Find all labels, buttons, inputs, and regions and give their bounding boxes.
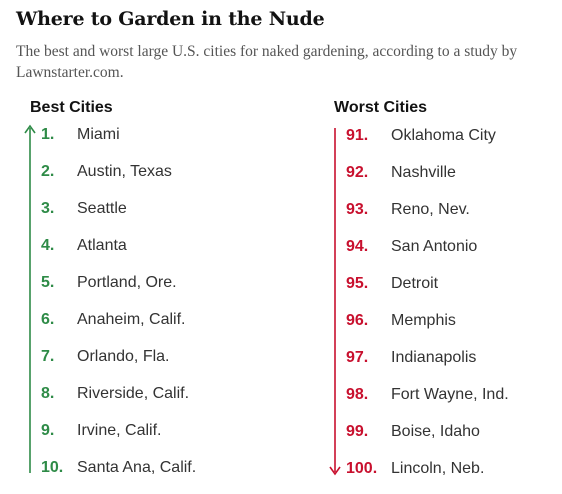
best-rank-number: 8. <box>41 385 55 402</box>
worst-rank-number: 96. <box>346 312 369 329</box>
best-city-name: Riverside, Calif. <box>77 385 190 402</box>
chart-title: Where to Garden in the Nude <box>16 8 325 30</box>
best-city-name: Portland, Ore. <box>77 274 177 291</box>
best-city-name: Anaheim, Calif. <box>77 311 186 328</box>
worst-city-name: San Antonio <box>391 238 478 255</box>
worst-city-name: Boise, Idaho <box>391 423 480 440</box>
best-rank-number: 9. <box>41 422 55 439</box>
best-rank-number: 2. <box>41 163 55 180</box>
best-rank-number: 7. <box>41 348 55 365</box>
worst-rank-number: 92. <box>346 164 369 181</box>
worst-rank-number: 93. <box>346 201 369 218</box>
best-rank-number: 10. <box>41 459 64 476</box>
worst-rank-number: 94. <box>346 238 369 255</box>
worst-rank-number: 99. <box>346 423 369 440</box>
best-rank-number: 5. <box>41 274 55 291</box>
worst-city-name: Detroit <box>391 275 439 292</box>
worst-city-name: Memphis <box>391 312 456 329</box>
worst-cities-heading: Worst Cities <box>334 99 428 116</box>
best-up-arrow-head <box>24 124 36 134</box>
best-city-name: Miami <box>77 126 120 143</box>
worst-rank-number: 91. <box>346 127 369 144</box>
best-city-name: Orlando, Fla. <box>77 348 170 365</box>
worst-city-name: Nashville <box>391 164 456 181</box>
best-rank-number: 3. <box>41 200 55 217</box>
best-rank-number: 6. <box>41 311 55 328</box>
worst-down-arrow-head <box>329 466 341 476</box>
best-city-name: Austin, Texas <box>77 163 172 180</box>
worst-rank-number: 98. <box>346 386 369 403</box>
best-city-name: Seattle <box>77 200 127 217</box>
worst-city-name: Lincoln, Neb. <box>391 460 485 477</box>
best-city-name: Atlanta <box>77 237 127 254</box>
worst-city-name: Reno, Nev. <box>391 201 470 218</box>
worst-city-name: Indianapolis <box>391 349 477 366</box>
worst-rank-number: 100. <box>346 460 378 477</box>
worst-city-name: Fort Wayne, Ind. <box>391 386 509 403</box>
best-city-name: Irvine, Calif. <box>77 422 162 439</box>
best-rank-number: 1. <box>41 126 55 143</box>
chart-subtitle: The best and worst large U.S. cities for… <box>16 43 518 81</box>
worst-rank-number: 97. <box>346 349 369 366</box>
worst-rank-number: 95. <box>346 275 369 292</box>
best-rank-number: 4. <box>41 237 55 254</box>
best-cities-heading: Best Cities <box>30 99 113 116</box>
best-city-name: Santa Ana, Calif. <box>77 459 197 476</box>
worst-city-name: Oklahoma City <box>391 127 496 144</box>
